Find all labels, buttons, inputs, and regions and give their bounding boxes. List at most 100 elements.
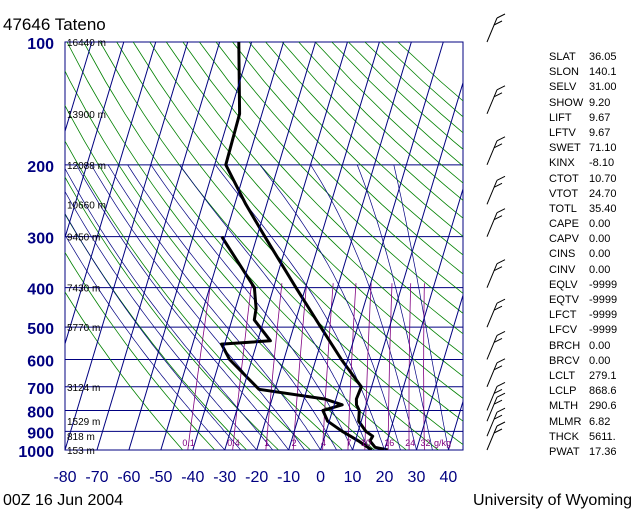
- mixing-ratio-line: [322, 283, 334, 450]
- mixing-ratio-line: [265, 283, 283, 450]
- isotherm-line: [160, 42, 285, 450]
- isotherm-line: [352, 80, 463, 450]
- wind-barb-feather: [493, 428, 503, 434]
- mixing-ratio-label: 7: [346, 438, 351, 448]
- index-row: LFTV 9.67: [549, 126, 629, 141]
- wind-barb-feather: [493, 399, 503, 405]
- pressure-tick-label: 200: [27, 159, 54, 176]
- wind-barb-staff: [486, 397, 498, 422]
- index-row: CAPE 0.00: [549, 217, 629, 232]
- wind-barb-feather: [496, 358, 506, 364]
- pressure-tick-label: 1000: [18, 444, 54, 461]
- dry-adiabat-line: [65, 104, 344, 450]
- dry-adiabat-line: [165, 42, 463, 356]
- height-label: 10660 m: [67, 200, 106, 211]
- mixing-ratio-label: 10: [361, 438, 371, 448]
- dry-adiabat-line: [65, 176, 280, 450]
- wind-barb-feather: [493, 215, 503, 221]
- mixing-ratio-label: 2: [292, 438, 297, 448]
- date-label: 00Z 16 Jun 2004: [3, 492, 123, 509]
- height-label: 1529 m: [67, 417, 100, 428]
- index-row: TOTL 35.40: [549, 202, 629, 217]
- index-value: -8.10: [589, 157, 615, 170]
- mixing-ratio-label: 24: [405, 438, 415, 448]
- moist-adiabat-line: [76, 164, 289, 450]
- dry-adiabat-line: [66, 42, 408, 450]
- temperature-tick-label: -30: [213, 469, 236, 486]
- isotherm-line: [384, 187, 463, 450]
- sounding-profiles: [220, 42, 389, 450]
- pressure-tick-label: 100: [27, 36, 54, 53]
- index-name: CINS: [549, 248, 576, 261]
- index-value: -9999: [589, 309, 618, 322]
- index-value: 6.82: [589, 415, 611, 428]
- dry-adiabat-line: [132, 42, 463, 399]
- mixing-ratio-line: [408, 283, 412, 450]
- index-row: EQTV -9999: [549, 293, 629, 308]
- wind-barb-feather: [496, 331, 506, 336]
- isotherm-line: [65, 42, 93, 133]
- wind-barb-feather: [493, 305, 503, 311]
- index-name: PWAT: [549, 445, 580, 458]
- pressure-tick-label: 300: [27, 231, 54, 248]
- index-row: PWAT 17.36: [549, 445, 629, 460]
- wind-barb-feather: [496, 392, 506, 398]
- moist-adiabat-line: [65, 212, 241, 450]
- wind-barb-feather: [493, 143, 503, 149]
- index-value: 0.00: [589, 218, 611, 231]
- mixing-ratio-label: 0.1: [182, 438, 195, 448]
- index-row: SHOW 9.20: [549, 96, 629, 111]
- index-value: 0.00: [589, 339, 611, 352]
- index-value: 0.00: [589, 263, 611, 276]
- index-value: -9999: [589, 294, 618, 306]
- temperature-profile: [224, 42, 389, 450]
- wind-barb: [486, 259, 506, 288]
- isotherm-line: [288, 42, 412, 450]
- moist-adiabat-line: [150, 164, 353, 450]
- index-row: MLMR 6.82: [549, 415, 629, 430]
- wind-barb-feather: [493, 414, 503, 420]
- credit-label: University of Wyoming: [473, 492, 632, 509]
- moist-adiabat-line: [310, 164, 417, 450]
- wind-barb-feather: [493, 338, 503, 343]
- index-row: LCLT 279.1: [549, 369, 629, 384]
- mixing-ratio-label: 0.4: [227, 438, 240, 448]
- wind-barb-staff: [486, 362, 498, 387]
- dry-adiabat-line: [65, 213, 248, 450]
- pressure-tick-label: 600: [27, 353, 54, 370]
- wind-barb-feather: [496, 175, 506, 181]
- moist-adiabat-line: [107, 164, 321, 450]
- index-row: CINS 0.00: [549, 247, 629, 262]
- pressure-tick-label: 900: [27, 425, 54, 442]
- moist-adiabat-line: [90, 164, 305, 450]
- index-row: LFCT -9999: [549, 308, 629, 323]
- wind-barb: [486, 358, 506, 387]
- height-label: 153 m: [67, 446, 95, 457]
- dry-adiabat-line: [65, 70, 376, 450]
- index-row: CTOT 10.70: [549, 172, 629, 187]
- pressure-tick-label: 700: [27, 381, 54, 398]
- index-name: LCLT: [549, 369, 576, 382]
- wind-barb-feather: [496, 13, 506, 19]
- pressure-tick-label: 400: [27, 282, 54, 299]
- moist-adiabat-line: [65, 234, 226, 450]
- index-name: LFTV: [549, 126, 576, 139]
- wind-barb: [486, 392, 506, 422]
- index-name: SLON: [549, 66, 579, 79]
- mixing-ratio-label: 4: [321, 438, 326, 448]
- index-name: CAPV: [549, 233, 579, 246]
- moist-adiabat-line: [356, 164, 433, 450]
- moist-adiabat-line: [127, 164, 337, 450]
- dry-adiabat-line: [232, 42, 463, 275]
- wind-barb-feather: [496, 85, 506, 91]
- index-name: SHOW: [549, 96, 584, 109]
- isotherm-line: [224, 42, 348, 450]
- index-name: CTOT: [549, 172, 579, 185]
- index-value: 24.70: [589, 187, 617, 200]
- isotherm-line: [65, 42, 125, 240]
- index-name: EQLV: [549, 278, 578, 291]
- index-value: 9.20: [589, 96, 611, 109]
- dry-adiabat-line: [65, 251, 216, 450]
- index-value: 0.00: [589, 233, 611, 246]
